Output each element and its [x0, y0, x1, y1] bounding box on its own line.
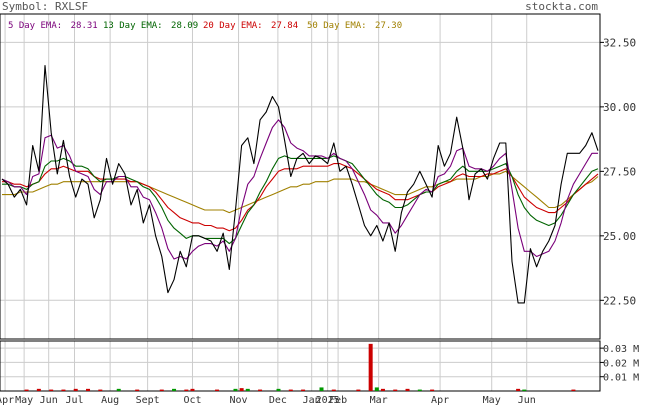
price-axis-ticks: 22.50 25.00 27.50 30.00 32.50: [600, 36, 636, 307]
13-day-ema-line: [2, 155, 599, 245]
series-lines: [1, 65, 599, 304]
x-axis-label: Dec: [269, 395, 287, 406]
volume-bar: [245, 388, 250, 391]
price-tick-label: 30.00: [603, 101, 636, 114]
legend-item-13-day-ema: 13 Day EMA: 28.09: [103, 21, 198, 31]
volume-bar: [571, 389, 576, 391]
volume-bar: [276, 388, 281, 391]
site-label: stockta.com: [525, 0, 598, 13]
volume-bar: [430, 389, 435, 391]
volume-bar: [135, 389, 140, 391]
legend-item-5-day-ema: 5 Day EMA: 28.31: [8, 21, 98, 31]
volume-bar: [288, 389, 293, 391]
legend-20-day-label: 20 Day EMA:: [203, 21, 263, 31]
volume-bar: [374, 387, 379, 391]
volume-bar: [49, 389, 54, 391]
legend-item-50-day-ema: 50 Day EMA: 27.30: [307, 21, 402, 31]
volume-bar: [380, 388, 385, 391]
volume-bar: [368, 343, 373, 391]
volume-bar: [356, 389, 361, 391]
volume-bar: [417, 389, 422, 391]
volume-bar: [215, 389, 220, 391]
x-axis-labels: AprMayJunJulAugSeptOctNovDecJan2025FebMa…: [0, 395, 536, 406]
volume-tick-label: 0.03 M: [603, 344, 639, 355]
volume-bars: [24, 343, 576, 391]
legend-50-day-label: 50 Day EMA:: [307, 21, 367, 31]
volume-bar: [184, 389, 189, 391]
price-tick-label: 32.50: [603, 36, 636, 49]
x-axis-label: Aug: [101, 395, 119, 406]
legend-5-day-value: 28.31: [71, 21, 98, 31]
volume-bar: [116, 388, 121, 391]
volume-bar: [172, 388, 177, 391]
price-tick-label: 22.50: [603, 294, 636, 307]
x-axis-label: Jun: [40, 395, 58, 406]
legend: 5 Day EMA: 28.31 13 Day EMA: 28.09 20 Da…: [8, 21, 402, 31]
volume-bar: [86, 388, 91, 391]
price-line: [1, 65, 599, 304]
volume-bar: [516, 388, 521, 391]
price-grid: [0, 14, 600, 339]
volume-bar: [331, 389, 336, 391]
x-axis-label: May: [15, 395, 33, 406]
legend-50-day-value: 27.30: [375, 21, 402, 31]
legend-item-20-day-ema: 20 Day EMA: 27.84: [203, 21, 298, 31]
volume-bar: [393, 389, 398, 391]
volume-bar: [73, 388, 78, 391]
price-panel-frame: [0, 13, 601, 340]
volume-tick-label: 0.01 M: [603, 373, 639, 384]
x-axis-label: Jan: [303, 395, 321, 406]
x-axis-label: Apr: [431, 395, 449, 406]
volume-bar: [319, 387, 324, 391]
volume-tick-label: 0.02 M: [603, 358, 639, 369]
volume-bar: [36, 388, 41, 391]
volume-bar: [61, 389, 66, 391]
legend-20-day-value: 27.84: [271, 21, 298, 31]
20-day-ema-line: [2, 163, 599, 232]
volume-bar: [239, 388, 244, 391]
volume-axis-ticks: 0.01 M 0.02 M 0.03 M: [600, 344, 639, 384]
symbol-label: Symbol: RXLSF: [2, 0, 88, 13]
price-tick-label: 27.50: [603, 165, 636, 178]
legend-5-day-label: 5 Day EMA:: [8, 21, 62, 31]
x-axis-label: May: [483, 395, 501, 406]
volume-bar: [159, 389, 164, 391]
volume-bar: [233, 388, 238, 391]
volume-bar: [301, 389, 306, 391]
legend-13-day-label: 13 Day EMA:: [103, 21, 163, 31]
x-axis-label: Mar: [370, 395, 388, 406]
x-axis-label: 2025: [316, 395, 340, 406]
volume-bar: [258, 389, 263, 391]
volume-bar: [522, 389, 527, 391]
x-axis-label: Nov: [230, 395, 248, 406]
price-tick-label: 25.00: [603, 230, 636, 243]
volume-bar: [405, 388, 410, 391]
volume-grid: [0, 341, 600, 391]
x-axis-label: Oct: [183, 395, 201, 406]
volume-bar: [24, 389, 29, 391]
x-axis-label: Sept: [136, 395, 160, 406]
x-axis-label: Jun: [518, 395, 536, 406]
x-axis-label: Jul: [65, 395, 83, 406]
volume-bar: [190, 388, 195, 391]
legend-13-day-value: 28.09: [171, 21, 198, 31]
x-axis-label: Feb: [329, 395, 347, 406]
volume-bar: [98, 389, 103, 391]
x-axis-label: Apr: [0, 395, 14, 406]
volume-panel-frame: [0, 340, 601, 392]
